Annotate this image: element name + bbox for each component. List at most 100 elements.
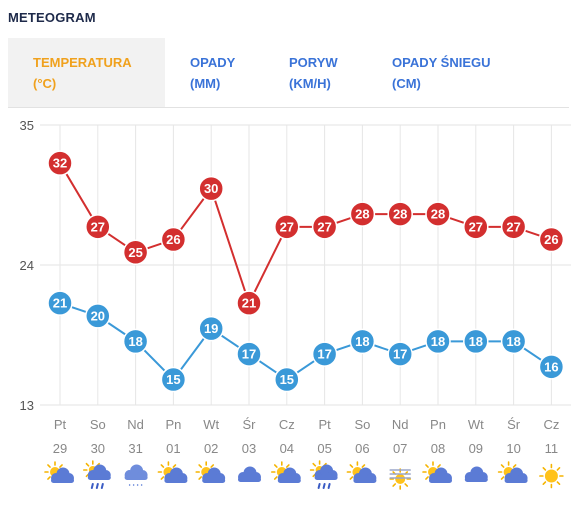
day-name: Nd: [392, 417, 409, 432]
tab-unit: (KM/H): [289, 76, 331, 91]
point-marker: [463, 328, 489, 355]
data-point-min: 16: [538, 354, 565, 380]
data-point-max: 28: [425, 201, 451, 227]
point-marker: [274, 366, 300, 393]
tab-unit: (°C): [33, 76, 57, 91]
day-name: Cz: [279, 417, 295, 432]
data-point-max: 28: [349, 201, 376, 227]
data-point-min: 20: [85, 303, 111, 329]
data-point-max: 28: [387, 201, 413, 227]
data-label: 27: [506, 219, 520, 234]
data-point-max: 26: [538, 226, 565, 253]
data-point-max: 26: [160, 226, 187, 253]
data-point-min: 17: [311, 341, 338, 367]
day-name: Wt: [203, 417, 219, 432]
day-name: So: [90, 417, 106, 432]
tab-precipitation[interactable]: OPADY (MM): [190, 38, 235, 107]
day-name: Pn: [165, 417, 181, 432]
point-marker: [122, 239, 149, 266]
data-label: 17: [242, 347, 256, 362]
point-marker: [538, 354, 565, 380]
day-date: 07: [393, 441, 407, 456]
y-tick-label: 35: [20, 118, 34, 133]
sun-cloud-icon: [195, 461, 226, 483]
data-point-max: 27: [85, 214, 111, 240]
y-axis: 35 24 13: [20, 118, 34, 413]
sun-cloud-icon: [497, 461, 528, 483]
data-label: 28: [393, 207, 407, 222]
day-date: 31: [128, 441, 142, 456]
day-date: 03: [242, 441, 256, 456]
data-label: 18: [128, 334, 142, 349]
point-marker: [122, 328, 149, 355]
point-marker: [236, 290, 262, 316]
day-name: Cz: [543, 417, 559, 432]
day-date: 01: [166, 441, 180, 456]
day-name: Pt: [318, 417, 331, 432]
data-point-min: 15: [274, 366, 300, 393]
day-date: 11: [545, 441, 559, 456]
day-name: Pt: [54, 417, 67, 432]
point-marker: [85, 303, 111, 329]
point-marker: [198, 175, 224, 202]
data-label: 30: [204, 181, 218, 196]
x-axis: Pt 29 So 30 Nd 31 Pn 01 Wt 02 Śr 03 Cz 04 Pt 05 So 06 Nd 07…: [53, 417, 560, 456]
cloud-icon: [238, 466, 261, 482]
day-date: 05: [317, 441, 331, 456]
sun-icon: [539, 463, 564, 489]
point-marker: [500, 214, 527, 240]
y-tick-label: 13: [20, 398, 34, 413]
data-label: 25: [128, 245, 142, 260]
data-label: 28: [355, 207, 369, 222]
day-name: Pn: [430, 417, 446, 432]
tab-snowfall[interactable]: OPADY ŚNIEGU (CM): [392, 38, 490, 107]
point-marker: [500, 328, 527, 355]
data-label: 32: [53, 156, 67, 171]
tab-gust[interactable]: PORYW (KM/H): [289, 38, 338, 107]
data-point-max: 27: [500, 214, 527, 240]
weather-icons: [44, 460, 564, 490]
data-point-max: 21: [236, 290, 262, 316]
data-label: 15: [166, 372, 180, 387]
day-date: 06: [355, 441, 369, 456]
point-marker: [198, 315, 224, 342]
data-label: 16: [544, 359, 558, 374]
data-point-min: 18: [425, 328, 451, 355]
sun-cloud-icon: [346, 461, 377, 483]
data-label: 21: [53, 296, 67, 311]
tab-unit: (MM): [190, 76, 221, 91]
data-label: 21: [242, 296, 256, 311]
day-date: 09: [469, 441, 483, 456]
data-label: 18: [431, 334, 445, 349]
tab-unit: (CM): [392, 76, 421, 91]
point-marker: [349, 201, 376, 227]
data-label: 17: [393, 347, 407, 362]
data-point-min: 17: [236, 341, 262, 367]
sun-cloud-icon: [422, 461, 452, 483]
data-label: 15: [280, 372, 294, 387]
data-point-min: 15: [160, 366, 187, 393]
data-point-min: 17: [387, 341, 413, 367]
data-point-min: 18: [500, 328, 527, 355]
series-points: 32 27 25 26 30 21 27 27 28 28 28 27 27 26 21 20 18 15 19 17…: [47, 150, 565, 393]
point-marker: [425, 328, 451, 355]
point-marker: [311, 214, 338, 240]
data-point-min: 18: [463, 328, 489, 355]
tab-temperature[interactable]: TEMPERATURA (°C): [8, 38, 165, 107]
data-label: 17: [317, 347, 331, 362]
chart-grid: [40, 124, 571, 406]
point-marker: [160, 366, 187, 393]
point-marker: [463, 214, 489, 240]
data-point-min: 19: [198, 315, 224, 342]
point-marker: [160, 226, 187, 253]
day-name: Śr: [243, 417, 257, 432]
data-point-max: 27: [274, 214, 300, 240]
data-point-max: 27: [463, 214, 489, 240]
sun-cloud-icon: [44, 461, 74, 483]
sun-cloud-icon: [157, 461, 188, 483]
data-point-max: 27: [311, 214, 338, 240]
drizzle-cloud-icon: [124, 464, 148, 486]
data-label: 20: [91, 308, 105, 323]
point-marker: [274, 214, 300, 240]
day-date: 30: [91, 441, 105, 456]
